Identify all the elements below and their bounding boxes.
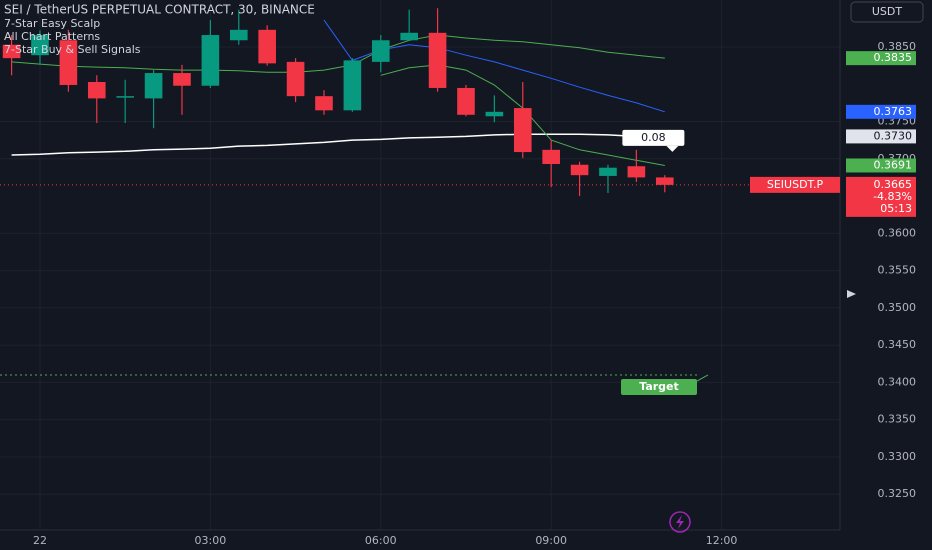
y-tick-label: 0.3300	[878, 450, 917, 463]
candle-body	[59, 40, 78, 85]
lightning-bolt	[676, 515, 684, 529]
annotation-box	[622, 129, 685, 146]
symbol-label: SEIUSDT.P	[767, 178, 824, 191]
plot	[2, 8, 674, 197]
candle-body	[457, 87, 475, 115]
x-tick-label: 09:00	[535, 534, 567, 547]
currency[interactable]: USDT	[872, 5, 903, 18]
symbol-label-box	[750, 176, 840, 193]
y-tick-label: 0.3250	[878, 487, 917, 500]
candle-body	[258, 29, 276, 64]
target-label: Target	[639, 380, 679, 393]
candle-body	[627, 166, 646, 178]
x-tick-label: 12:00	[706, 534, 738, 547]
y-tick-label: 0.3400	[878, 375, 917, 388]
price-label-box	[846, 129, 916, 144]
x-tick-label: 03:00	[195, 534, 227, 547]
price-label: 0.3691	[874, 158, 913, 171]
y-tick-label: 0.3350	[878, 413, 917, 426]
candle-body	[229, 29, 248, 41]
candle-body	[513, 108, 532, 153]
currency-button[interactable]	[850, 1, 924, 23]
annotation: 0.08	[641, 131, 666, 144]
candle-body	[371, 40, 390, 62]
last-price: 0.3665	[874, 178, 913, 191]
candle-body	[343, 60, 362, 111]
candle-body	[315, 96, 333, 111]
candle-body	[144, 73, 163, 99]
candle-body	[31, 35, 49, 56]
symbol-title: SEI / TetherUS PERPETUAL CONTRACT, 30, B…	[4, 3, 315, 17]
candle-body	[542, 149, 560, 164]
candle-body	[599, 167, 617, 176]
annotation-pointer	[666, 145, 679, 152]
lightning-icon[interactable]	[669, 511, 691, 533]
grid	[0, 0, 840, 530]
price-label-box	[846, 51, 916, 66]
y-tick-label: 0.3850	[878, 40, 917, 53]
candle-body	[400, 32, 418, 41]
indicator-line	[11, 133, 665, 156]
price-label: 0.3730	[874, 129, 913, 142]
price-label: 0.3835	[874, 51, 913, 64]
price-change: -4.83%	[873, 190, 912, 203]
candle-body	[485, 111, 504, 117]
y-tick-label: 0.3600	[878, 226, 917, 239]
target-box	[621, 378, 697, 395]
scroll-arrow[interactable]	[847, 290, 856, 298]
x-tick-label: 22	[33, 534, 47, 547]
candle-body	[87, 81, 106, 99]
candle-body	[2, 44, 21, 59]
x-tick-label: 06:00	[365, 534, 397, 547]
price-label-box	[846, 104, 916, 119]
price-label-box	[846, 158, 916, 173]
candle-body	[655, 177, 674, 185]
y-tick-label: 0.3450	[878, 338, 917, 351]
indicator-name: 7-Star Buy & Sell Signals	[4, 43, 141, 56]
candle-body	[173, 73, 191, 86]
candle-body	[570, 164, 589, 176]
indicator-name: All Chart Patterns	[4, 30, 100, 43]
last-price-box	[846, 176, 916, 217]
candle-body	[201, 35, 220, 86]
candle-body	[116, 96, 134, 98]
candle-body	[428, 32, 447, 88]
y-tick-label: 0.3550	[878, 264, 917, 277]
price-label: 0.3763	[874, 105, 913, 118]
indicator-line	[11, 34, 665, 73]
y-tick-label: 0.3500	[878, 301, 917, 314]
indicator-name: 7-Star Easy Scalp	[4, 17, 100, 30]
candle-body	[286, 61, 305, 97]
countdown: 05:13	[880, 202, 912, 215]
